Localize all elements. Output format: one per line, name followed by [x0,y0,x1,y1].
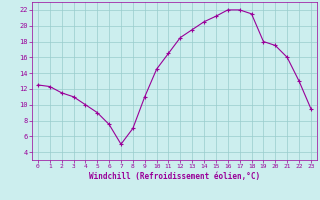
X-axis label: Windchill (Refroidissement éolien,°C): Windchill (Refroidissement éolien,°C) [89,172,260,181]
